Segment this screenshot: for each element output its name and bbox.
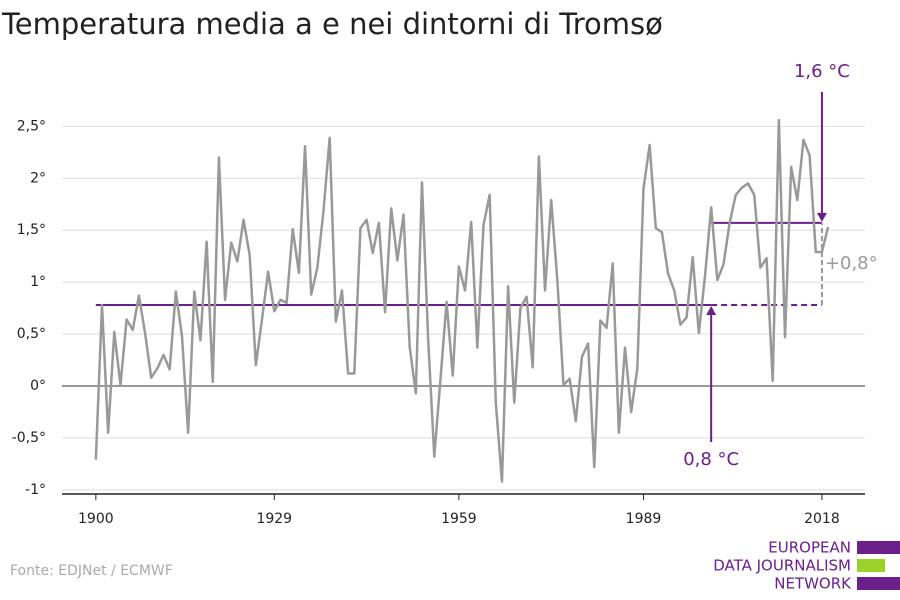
logo-bar bbox=[857, 577, 900, 590]
logo-text: DATA JOURNALISM bbox=[713, 557, 851, 575]
y-tick-label: -0,5° bbox=[12, 430, 46, 446]
x-tick-label: 2018 bbox=[804, 511, 840, 527]
y-tick-label: 2° bbox=[30, 170, 46, 186]
x-tick-label: 1959 bbox=[441, 511, 477, 527]
y-tick-label: 2,5° bbox=[17, 118, 46, 134]
annotation-label: 0,8 °C bbox=[683, 449, 739, 470]
chart-title: Temperatura media a e nei dintorni di Tr… bbox=[1, 7, 663, 41]
x-tick-label: 1900 bbox=[78, 511, 114, 527]
y-tick-label: 1,5° bbox=[17, 222, 46, 238]
arrow-head bbox=[706, 305, 717, 315]
source: Fonte: EDJNet / ECMWF bbox=[10, 563, 173, 579]
data-line bbox=[94, 118, 830, 483]
logo-text: NETWORK bbox=[774, 575, 852, 593]
y-tick-label: 1° bbox=[30, 274, 46, 290]
logo-bar bbox=[857, 541, 900, 554]
y-tick-label: 0° bbox=[30, 378, 46, 394]
logo: EUROPEAN DATA JOURNALISM NETWORK bbox=[713, 539, 900, 593]
y-tick-label: -1° bbox=[25, 482, 46, 498]
logo-text: EUROPEAN bbox=[768, 539, 851, 557]
logo-bar bbox=[857, 559, 885, 572]
x-tick-label: 1989 bbox=[626, 511, 662, 527]
annotation-label: 1,6 °C bbox=[794, 61, 850, 82]
difference-label: +0,8° bbox=[825, 253, 878, 274]
x-tick-label: 1929 bbox=[256, 511, 292, 527]
arrow-head bbox=[816, 212, 827, 222]
y-tick-label: 0,5° bbox=[17, 326, 46, 342]
